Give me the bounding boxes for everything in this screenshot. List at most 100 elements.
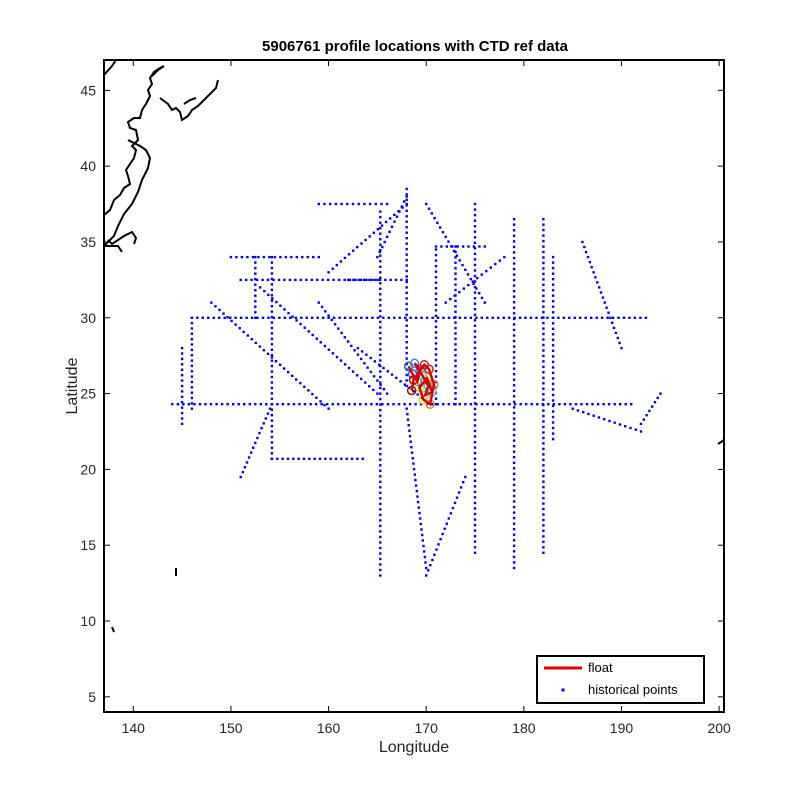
historical-point [613, 421, 616, 424]
historical-point [542, 376, 545, 379]
historical-point [435, 548, 438, 551]
historical-point [318, 457, 322, 460]
historical-point [212, 316, 215, 319]
historical-point [390, 373, 394, 376]
historical-point [512, 290, 516, 293]
historical-point [585, 403, 589, 406]
historical-point [405, 220, 408, 223]
historical-point [464, 268, 467, 271]
historical-point [379, 315, 382, 318]
historical-point [299, 278, 302, 282]
historical-point [243, 403, 246, 406]
historical-point [400, 205, 403, 208]
historical-point [462, 287, 465, 290]
historical-point [357, 202, 360, 206]
historical-point [512, 478, 516, 481]
x-tick-label: 160 [317, 720, 341, 736]
historical-point [405, 357, 408, 360]
historical-point [405, 407, 408, 410]
historical-point [337, 403, 340, 406]
historical-point [473, 385, 477, 388]
historical-point [301, 255, 304, 259]
historical-point [542, 480, 545, 483]
historical-point [466, 273, 470, 276]
historical-point [542, 431, 545, 434]
legend: float historical points [536, 655, 705, 704]
historical-point [502, 403, 506, 406]
historical-point [379, 541, 382, 544]
historical-point [405, 379, 408, 382]
historical-point [584, 250, 588, 254]
historical-point [639, 430, 643, 433]
historical-point [371, 316, 374, 319]
historical-point [379, 469, 382, 472]
historical-point [497, 316, 500, 319]
historical-point [473, 285, 477, 289]
historical-point [434, 364, 438, 367]
historical-point [405, 280, 408, 284]
historical-point [598, 286, 601, 289]
historical-point [287, 403, 290, 406]
historical-point [283, 316, 287, 319]
historical-point [437, 543, 440, 546]
historical-point [473, 529, 477, 532]
historical-point [360, 350, 364, 353]
historical-point [542, 393, 545, 396]
historical-point [580, 403, 583, 406]
historical-point [323, 202, 326, 206]
historical-point [405, 264, 408, 267]
historical-point [356, 245, 359, 249]
historical-point [190, 391, 194, 394]
historical-point [405, 193, 408, 196]
historical-point [180, 357, 184, 361]
historical-point [473, 252, 477, 256]
historical-point [624, 403, 627, 406]
x-axis-label: Longitude [379, 739, 449, 756]
historical-point [259, 286, 262, 289]
historical-point [222, 312, 225, 315]
historical-point [375, 403, 379, 406]
historical-point [368, 278, 371, 282]
historical-point [551, 437, 555, 441]
historical-point [281, 457, 284, 460]
historical-point [618, 423, 622, 426]
historical-point [458, 290, 461, 294]
historical-point [512, 461, 516, 464]
historical-point [254, 311, 257, 314]
historical-point [198, 403, 202, 406]
historical-point [243, 466, 247, 469]
historical-point [320, 403, 323, 406]
historical-point [542, 294, 545, 297]
historical-point [270, 277, 274, 281]
historical-point [405, 269, 408, 273]
historical-point [557, 316, 560, 319]
legend-historical-label: historical points [588, 682, 678, 697]
historical-point [454, 381, 457, 384]
historical-point [339, 260, 343, 263]
historical-point [454, 310, 457, 313]
historical-point [229, 316, 232, 319]
historical-point [379, 370, 382, 373]
historical-point [237, 403, 240, 406]
historical-point [270, 321, 274, 324]
historical-point [405, 341, 408, 344]
historical-point [321, 278, 324, 282]
historical-point [290, 255, 293, 259]
historical-point [434, 248, 438, 251]
historical-point [299, 322, 302, 326]
historical-point [359, 403, 362, 406]
historical-point [383, 240, 386, 244]
historical-point [266, 352, 270, 355]
historical-point [273, 255, 277, 259]
historical-point [268, 255, 271, 259]
historical-point [379, 364, 382, 368]
historical-point [542, 518, 545, 522]
historical-point [659, 392, 662, 395]
historical-point [264, 417, 267, 420]
historical-point [542, 502, 545, 505]
historical-point [379, 458, 382, 461]
historical-point [551, 266, 555, 270]
historical-point [434, 380, 438, 384]
historical-point [251, 255, 255, 259]
historical-point [414, 478, 417, 482]
